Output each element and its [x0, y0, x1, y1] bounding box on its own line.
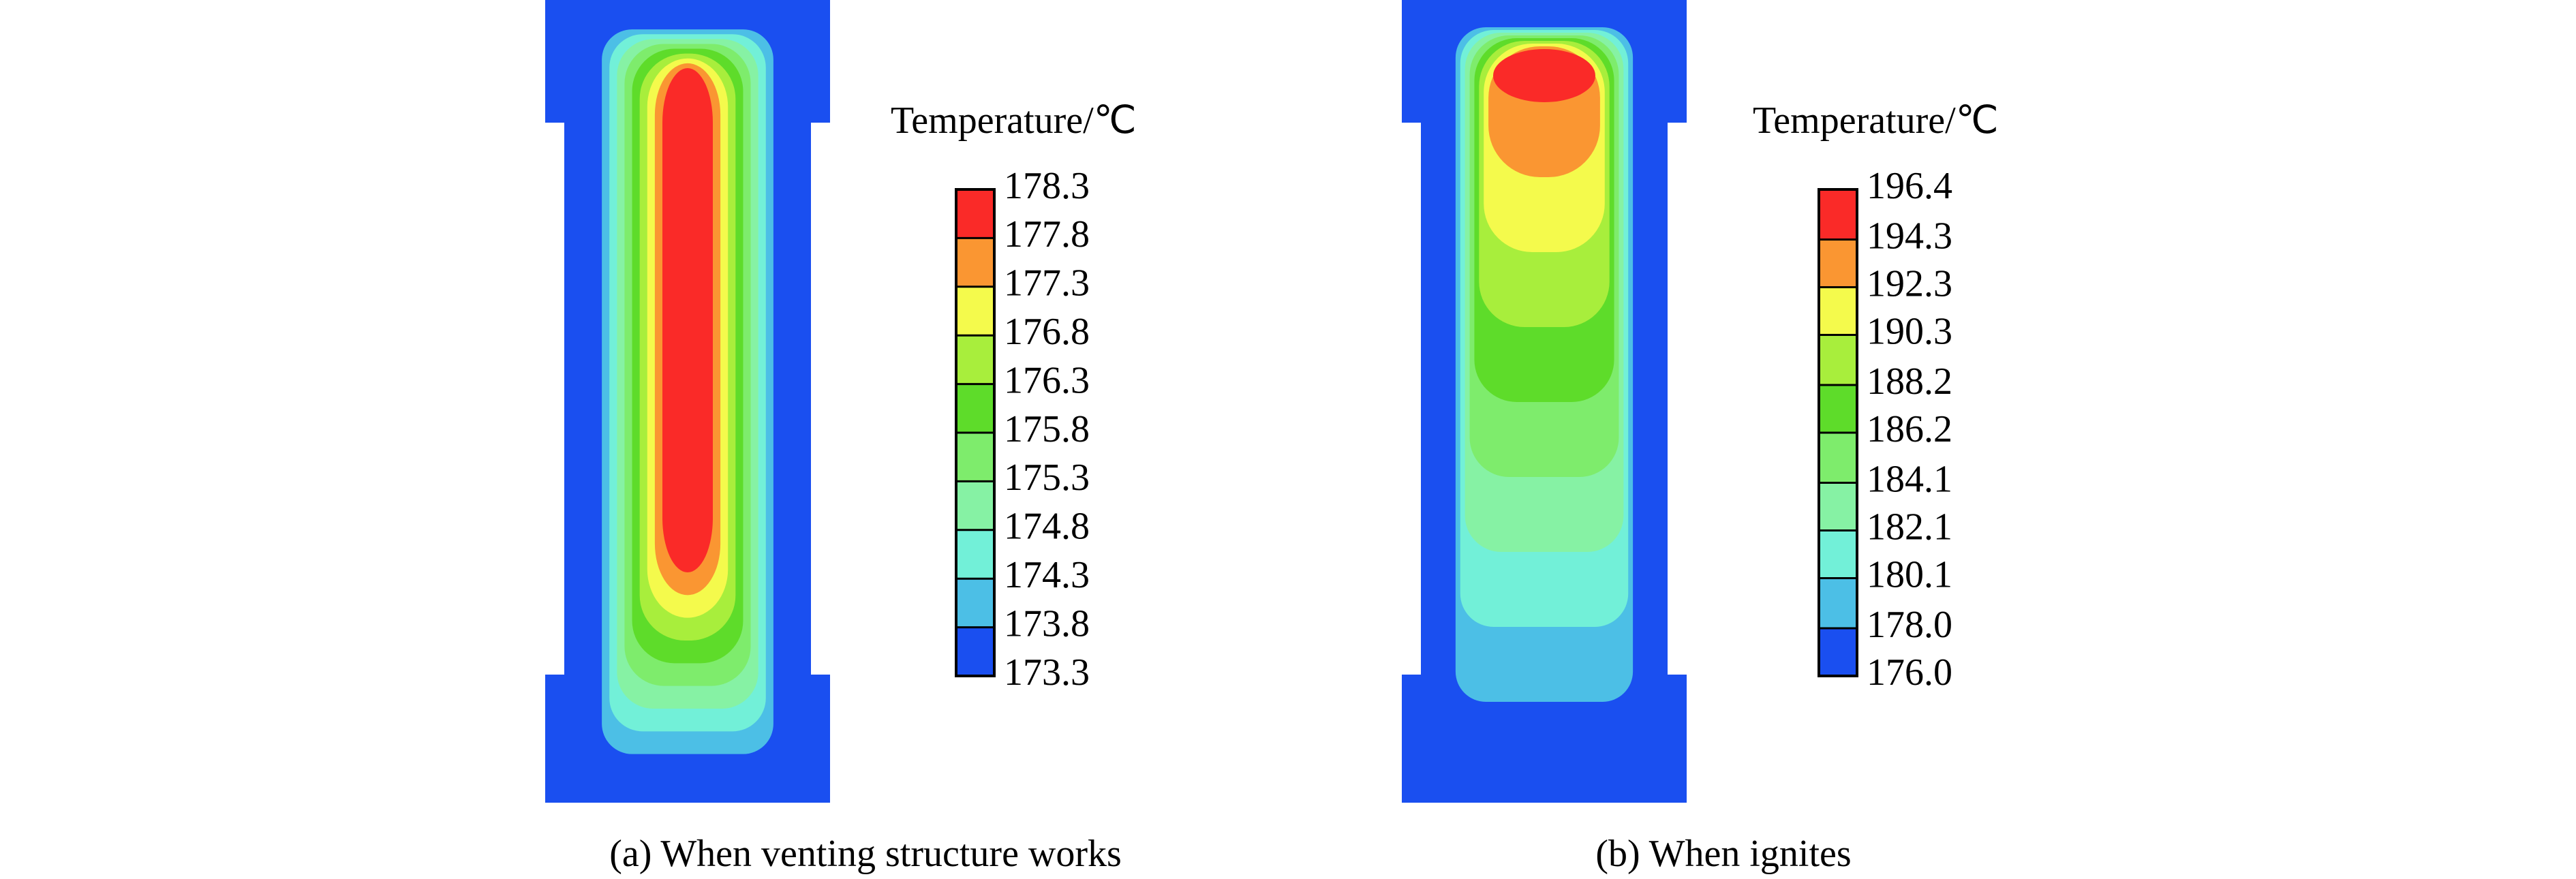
colorbar-label: 180.1 — [1867, 553, 1952, 596]
colorbar-band — [1819, 628, 1857, 676]
colorbar-band — [1819, 385, 1857, 433]
colorbar-band — [956, 579, 994, 628]
contour-band — [1493, 49, 1595, 102]
colorbar-label: 174.3 — [1004, 554, 1090, 596]
colorbar-band — [1819, 482, 1857, 531]
colorbar-label: 175.3 — [1004, 457, 1090, 499]
colorbar-label: 175.8 — [1004, 408, 1090, 450]
colorbar-title: Temperature/℃ — [891, 99, 1137, 142]
contour-band — [662, 68, 713, 572]
colorbar-label: 186.2 — [1867, 408, 1952, 450]
colorbar-label: 176.3 — [1004, 359, 1090, 401]
colorbar-band — [1819, 335, 1857, 385]
colorbar-label: 173.3 — [1004, 651, 1090, 694]
colorbar-band — [1819, 530, 1857, 579]
colorbar-label: 188.2 — [1867, 360, 1952, 403]
colorbar-label: 177.8 — [1004, 213, 1090, 256]
colorbar-band — [1819, 578, 1857, 628]
colorbar-band — [956, 481, 994, 530]
colorbar-band — [956, 529, 994, 579]
colorbar-label: 196.4 — [1867, 165, 1952, 207]
colorbar-band — [1819, 239, 1857, 288]
colorbar-band — [956, 433, 994, 482]
colorbar-label: 184.1 — [1867, 458, 1952, 500]
colorbar-band — [1819, 433, 1857, 483]
colorbar-label: 194.3 — [1867, 215, 1952, 257]
caption: (b) When ignites — [1595, 833, 1851, 875]
caption: (a) When venting structure works — [609, 833, 1122, 875]
colorbar-label: 178.0 — [1867, 604, 1952, 646]
colorbar-label: 177.3 — [1004, 262, 1090, 305]
colorbar-label: 178.3 — [1004, 165, 1090, 207]
colorbar-label: 192.3 — [1867, 262, 1952, 305]
colorbar-band — [956, 384, 994, 433]
colorbar-label: 173.8 — [1004, 602, 1090, 645]
colorbar-label: 174.8 — [1004, 506, 1090, 548]
colorbar-label: 176.0 — [1867, 651, 1952, 694]
colorbar-band — [956, 189, 994, 238]
colorbar-band — [956, 627, 994, 676]
colorbar-band — [956, 238, 994, 287]
colorbar-band — [1819, 287, 1857, 335]
colorbar-title: Temperature/℃ — [1753, 99, 1999, 142]
colorbar-label: 182.1 — [1867, 506, 1952, 548]
colorbar-band — [1819, 189, 1857, 240]
colorbar-band — [956, 335, 994, 384]
colorbar-band — [956, 286, 994, 336]
colorbar-label: 176.8 — [1004, 311, 1090, 353]
colorbar-label: 190.3 — [1867, 310, 1952, 352]
